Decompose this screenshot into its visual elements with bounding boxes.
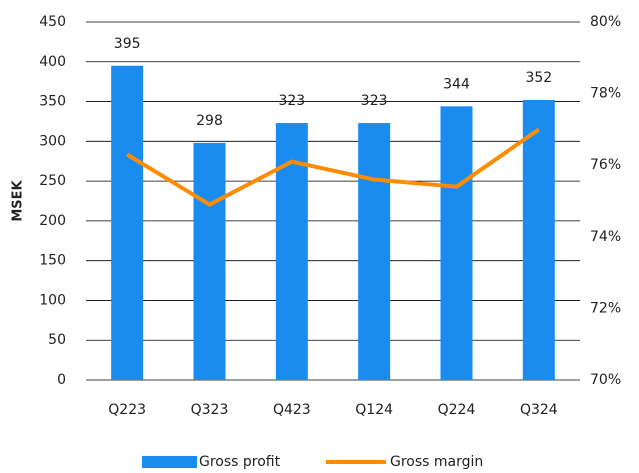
data-label: 323	[361, 93, 388, 109]
x-tick-label: Q223	[108, 402, 146, 418]
y-axis-label: MSEK	[11, 179, 26, 221]
y2-tick-label: 78%	[590, 86, 621, 102]
data-label: 352	[525, 70, 552, 86]
legend-label: Gross profit	[199, 454, 281, 470]
y-tick-label: 100	[39, 292, 66, 308]
data-label: 298	[196, 113, 223, 129]
y2-tick-label: 72%	[590, 300, 621, 316]
y2-tick-label: 80%	[590, 14, 621, 30]
legend-label: Gross margin	[390, 454, 483, 470]
data-label: 395	[114, 36, 141, 52]
y2-tick-label: 74%	[590, 229, 621, 245]
y2-tick-label: 70%	[590, 372, 621, 388]
x-tick-label: Q323	[191, 402, 229, 418]
y-tick-label: 450	[39, 14, 66, 30]
y-tick-label: 0	[57, 372, 66, 388]
y-tick-label: 150	[39, 253, 66, 269]
bar	[193, 142, 226, 380]
line	[126, 127, 540, 207]
data-label: 344	[443, 76, 470, 92]
bar	[358, 123, 391, 380]
y-tick-label: 400	[39, 54, 66, 70]
bar	[522, 99, 555, 380]
y2-tick-label: 76%	[590, 157, 621, 173]
bar	[111, 65, 144, 380]
y-tick-label: 250	[39, 173, 66, 189]
data-label: 323	[278, 93, 305, 109]
y-tick-label: 350	[39, 94, 66, 110]
y-tick-label: 300	[39, 133, 66, 149]
y-tick-label: 200	[39, 213, 66, 229]
x-tick-label: Q224	[438, 402, 476, 418]
x-tick-label: Q324	[520, 402, 558, 418]
bar	[440, 106, 473, 380]
legend-swatch	[142, 456, 197, 468]
x-tick-label: Q423	[273, 402, 311, 418]
y-tick-label: 50	[48, 332, 66, 348]
x-tick-label: Q124	[355, 402, 393, 418]
